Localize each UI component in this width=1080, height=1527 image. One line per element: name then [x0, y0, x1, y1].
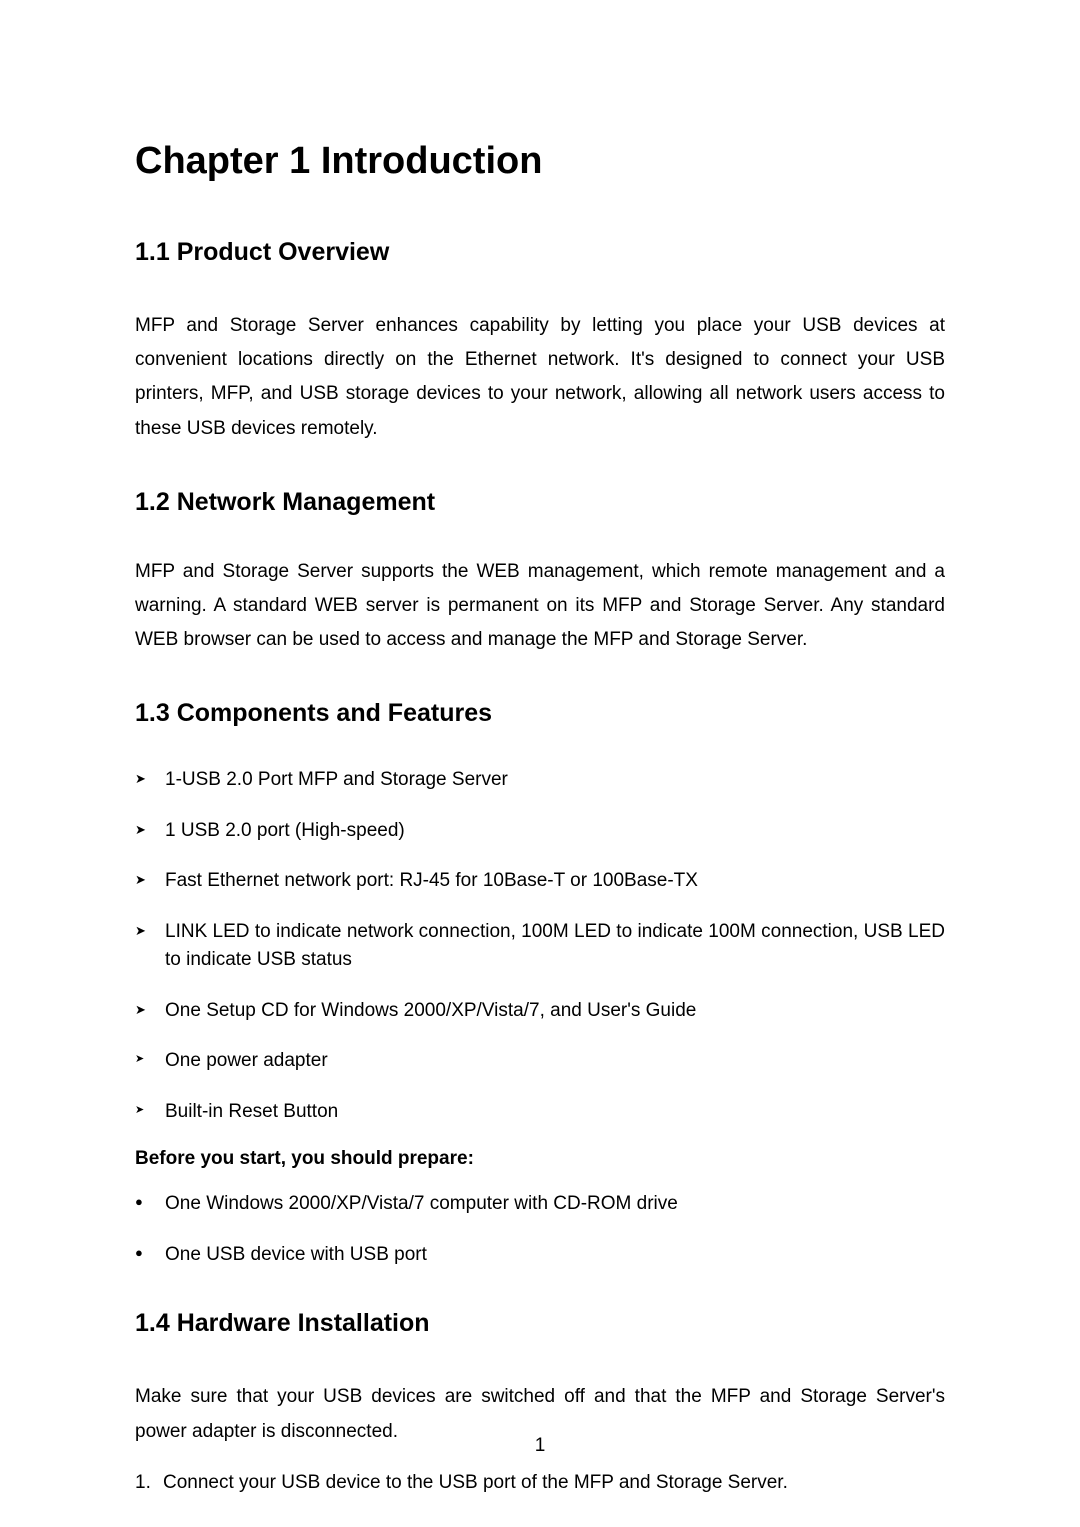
prepare-item: One Windows 2000/XP/Vista/7 computer wit… [135, 1190, 945, 1219]
section-heading-hardware: 1.4 Hardware Installation [135, 1309, 945, 1338]
feature-item: 1-USB 2.0 Port MFP and Storage Server [135, 766, 945, 795]
feature-item: Fast Ethernet network port: RJ-45 for 10… [135, 867, 945, 896]
chapter-title: Chapter 1 Introduction [135, 140, 945, 183]
overview-text: MFP and Storage Server enhances capabili… [135, 309, 945, 446]
hardware-step: Connect your USB device to the USB port … [135, 1469, 945, 1498]
feature-item: LINK LED to indicate network connection,… [135, 918, 945, 975]
prepare-item: One USB device with USB port [135, 1241, 945, 1270]
network-text: MFP and Storage Server supports the WEB … [135, 555, 945, 658]
page-number: 1 [535, 1435, 546, 1457]
hardware-steps: Connect your USB device to the USB port … [135, 1469, 945, 1498]
prepare-heading: Before you start, you should prepare: [135, 1148, 945, 1170]
section-heading-components: 1.3 Components and Features [135, 699, 945, 728]
feature-item: Built-in Reset Button [135, 1098, 945, 1127]
feature-item: One Setup CD for Windows 2000/XP/Vista/7… [135, 997, 945, 1026]
prepare-list: One Windows 2000/XP/Vista/7 computer wit… [135, 1190, 945, 1269]
feature-list: 1-USB 2.0 Port MFP and Storage Server 1 … [135, 766, 945, 1126]
feature-item: One power adapter [135, 1047, 945, 1076]
section-heading-overview: 1.1 Product Overview [135, 238, 945, 267]
section-heading-network: 1.2 Network Management [135, 488, 945, 517]
feature-item: 1 USB 2.0 port (High-speed) [135, 817, 945, 846]
